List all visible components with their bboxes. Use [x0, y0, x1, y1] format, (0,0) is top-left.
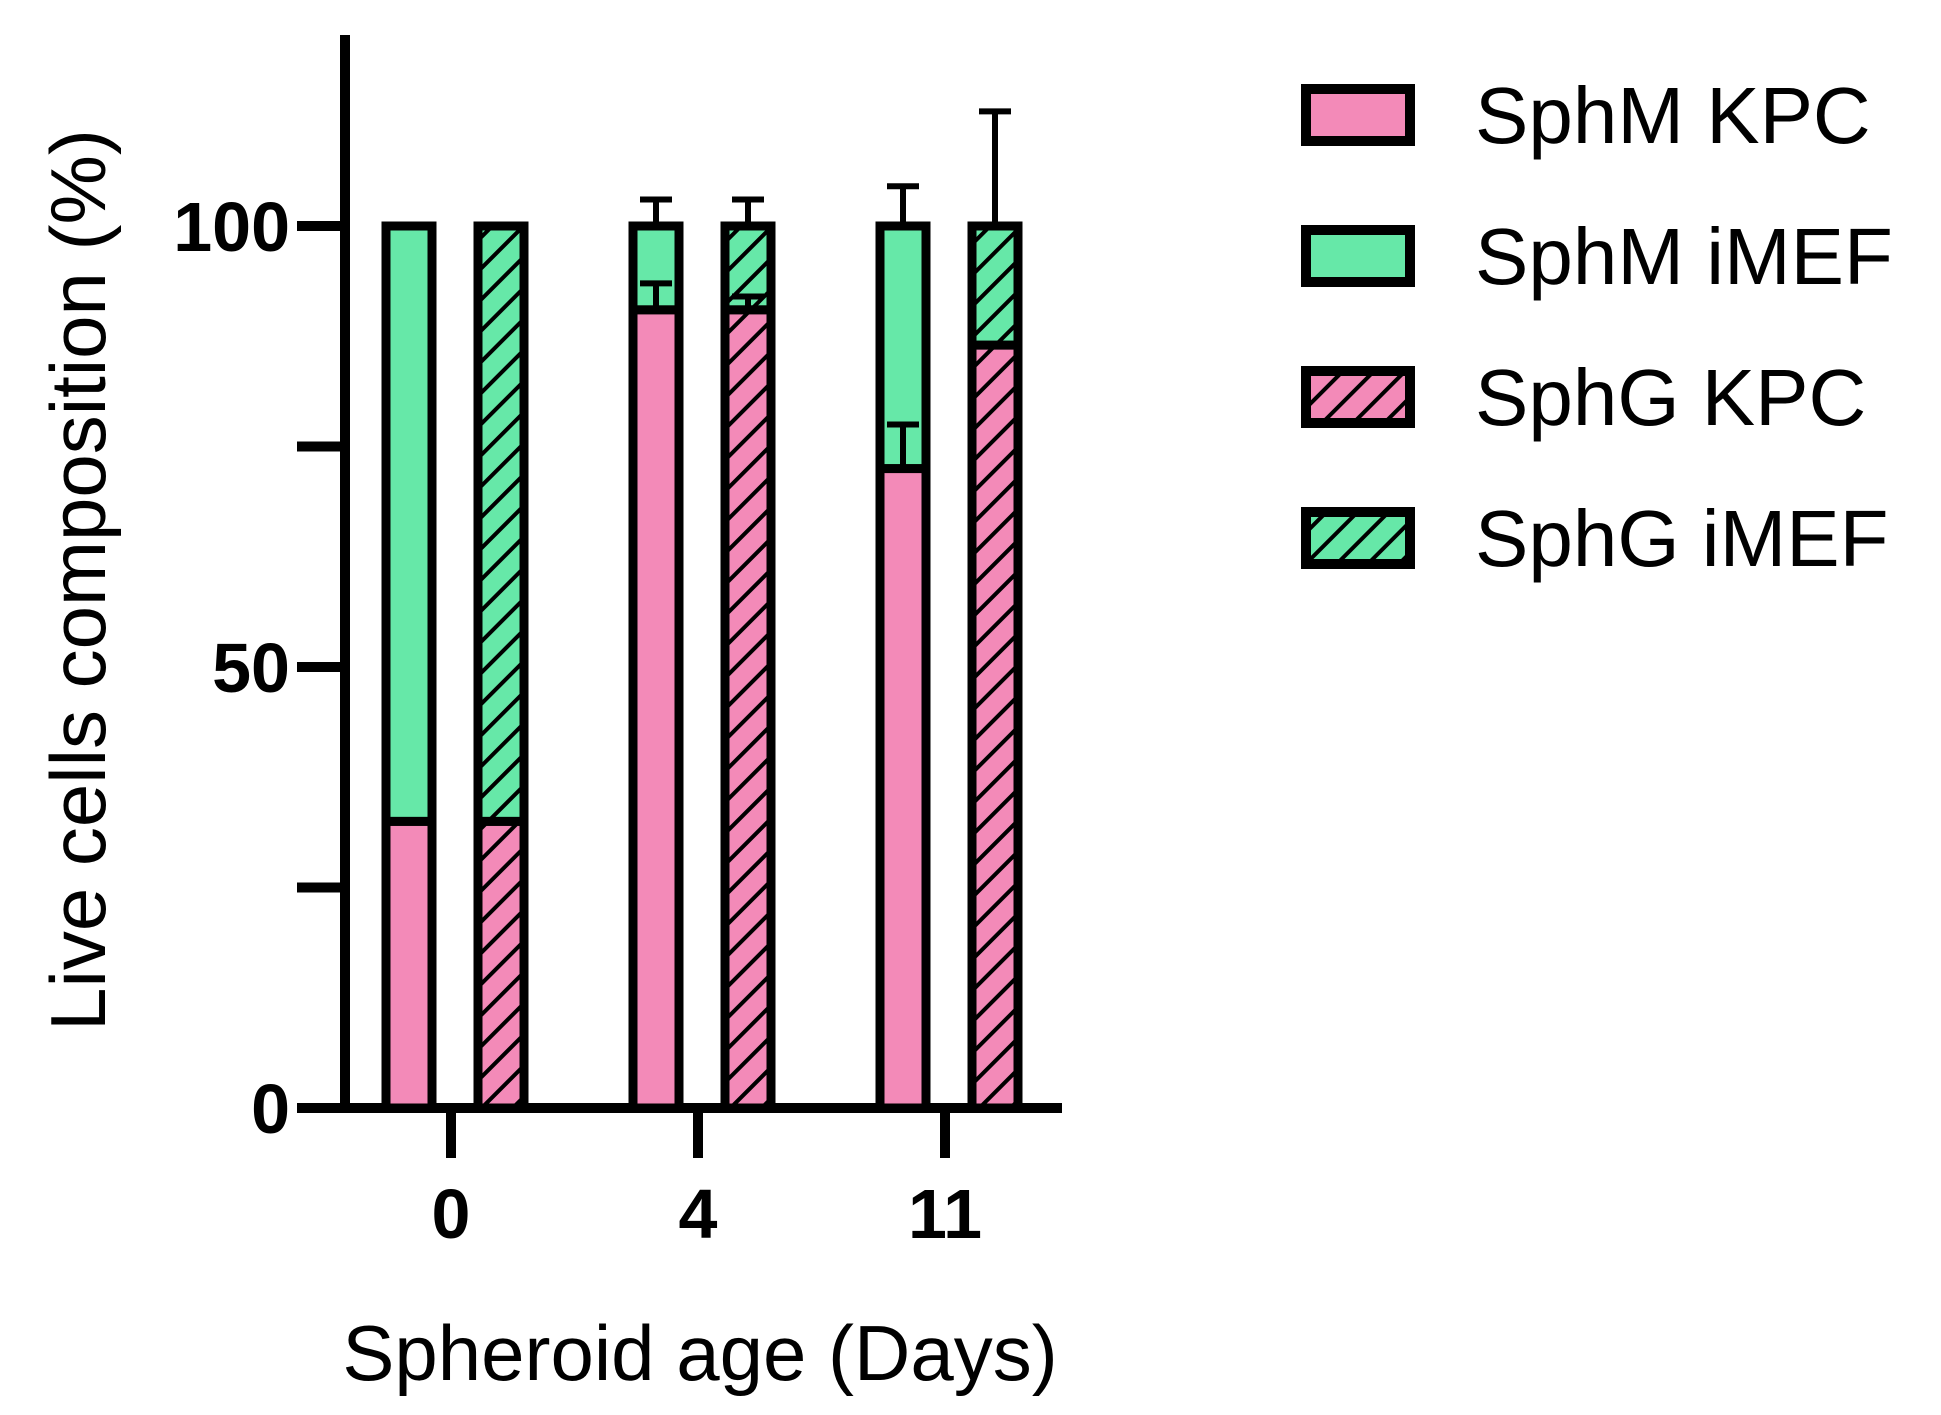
bars-layer — [381, 221, 1023, 1113]
bar-segment — [720, 305, 776, 1113]
x-tick-label: 4 — [679, 1175, 718, 1253]
legend-label: SphM KPC — [1475, 71, 1871, 160]
bar-segment — [381, 816, 437, 1113]
bar-segment — [381, 221, 437, 826]
legend: SphM KPC SphM iMEF SphG KPC SphG iMEF — [1301, 71, 1893, 583]
tick-labels-layer: 0 50 100 0 4 11 — [173, 188, 982, 1253]
y-tick-label: 0 — [251, 1070, 290, 1148]
bar-segment — [967, 340, 1023, 1113]
legend-label: SphM iMEF — [1475, 212, 1893, 301]
legend-swatch — [1301, 366, 1415, 428]
legend-label: SphG iMEF — [1475, 494, 1888, 583]
legend-swatch — [1301, 507, 1415, 569]
legend-label: SphG KPC — [1475, 353, 1866, 442]
bar-segment — [473, 221, 529, 826]
x-tick-label: 11 — [908, 1175, 982, 1253]
y-tick-label: 50 — [212, 629, 290, 707]
bar-segment — [967, 221, 1023, 350]
y-tick-label: 100 — [173, 188, 290, 266]
x-axis-title: Spheroid age (Days) — [342, 1309, 1057, 1397]
bar-segment — [473, 816, 529, 1113]
bar-segment — [628, 305, 684, 1113]
y-axis-title: Live cells composition (%) — [34, 129, 122, 1031]
error-bars-layer — [640, 108, 1011, 469]
legend-swatch — [1301, 225, 1415, 287]
x-tick-label: 0 — [432, 1175, 471, 1253]
bar-segment — [875, 464, 931, 1113]
legend-swatch — [1301, 84, 1415, 146]
